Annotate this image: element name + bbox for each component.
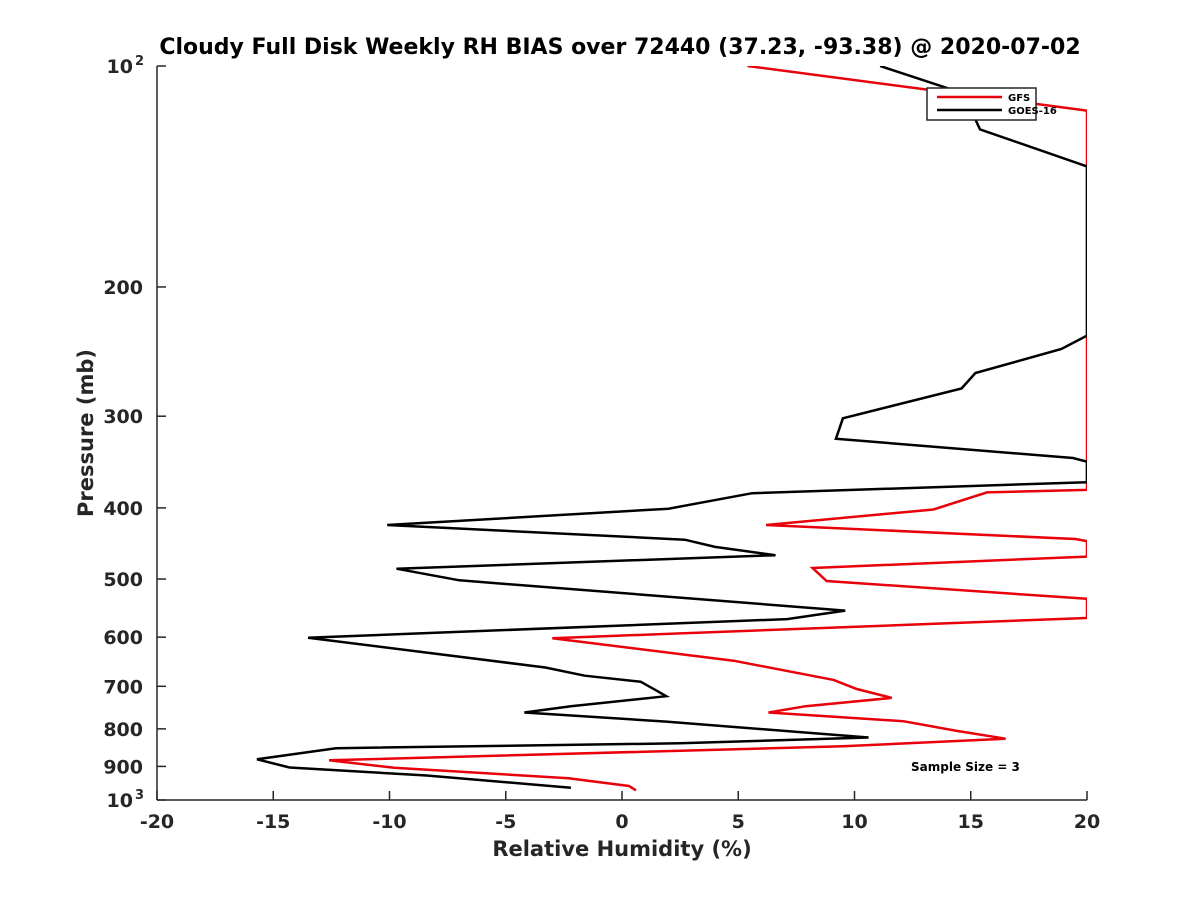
x-tick-label: 10 bbox=[841, 811, 867, 833]
x-tick-label: 20 bbox=[1074, 811, 1100, 833]
x-tick-label: -10 bbox=[372, 811, 406, 833]
y-tick-label: 500 bbox=[103, 569, 143, 591]
y-tick-label: 10 bbox=[107, 56, 133, 78]
y-tick-exponent: 2 bbox=[135, 54, 144, 69]
y-tick-label: 800 bbox=[103, 719, 143, 741]
x-tick-label: 0 bbox=[615, 811, 628, 833]
series-group bbox=[256, 66, 1087, 792]
y-tick-label: 200 bbox=[103, 277, 143, 299]
x-axis-ticks: -20 -15 -10 -5 0 5 10 15 20 bbox=[140, 791, 1100, 833]
chart-title: Cloudy Full Disk Weekly RH BIAS over 724… bbox=[159, 35, 1080, 60]
y-tick-label: 400 bbox=[103, 498, 143, 520]
y-tick-exponent: 3 bbox=[135, 788, 144, 803]
legend-label-gfs: GFS bbox=[1008, 93, 1030, 104]
x-tick-label: -5 bbox=[495, 811, 516, 833]
x-tick-label: 15 bbox=[958, 811, 984, 833]
y-tick-label: 900 bbox=[103, 756, 143, 778]
y-axis-label: Pressure (mb) bbox=[74, 349, 98, 517]
x-tick-label: 5 bbox=[732, 811, 745, 833]
legend-label-goes16: GOES-16 bbox=[1008, 106, 1057, 117]
plot-area: -20 -15 -10 -5 0 5 10 15 20 10 220030040050060070… bbox=[103, 54, 1100, 833]
y-tick-label: 300 bbox=[103, 406, 143, 428]
y-tick-label: 700 bbox=[103, 676, 143, 698]
legend-box bbox=[926, 87, 1037, 121]
y-tick-label: 600 bbox=[103, 627, 143, 649]
legend: GFS GOES-16 bbox=[926, 87, 1057, 121]
x-axis-label: Relative Humidity (%) bbox=[492, 837, 751, 861]
sample-size-annotation: Sample Size = 3 bbox=[911, 760, 1020, 774]
x-tick-label: -20 bbox=[140, 811, 174, 833]
y-tick-label: 10 bbox=[107, 790, 133, 812]
x-tick-label: -15 bbox=[256, 811, 290, 833]
series-line-gfs bbox=[328, 66, 1087, 792]
series-line-goes-16 bbox=[256, 66, 1087, 789]
